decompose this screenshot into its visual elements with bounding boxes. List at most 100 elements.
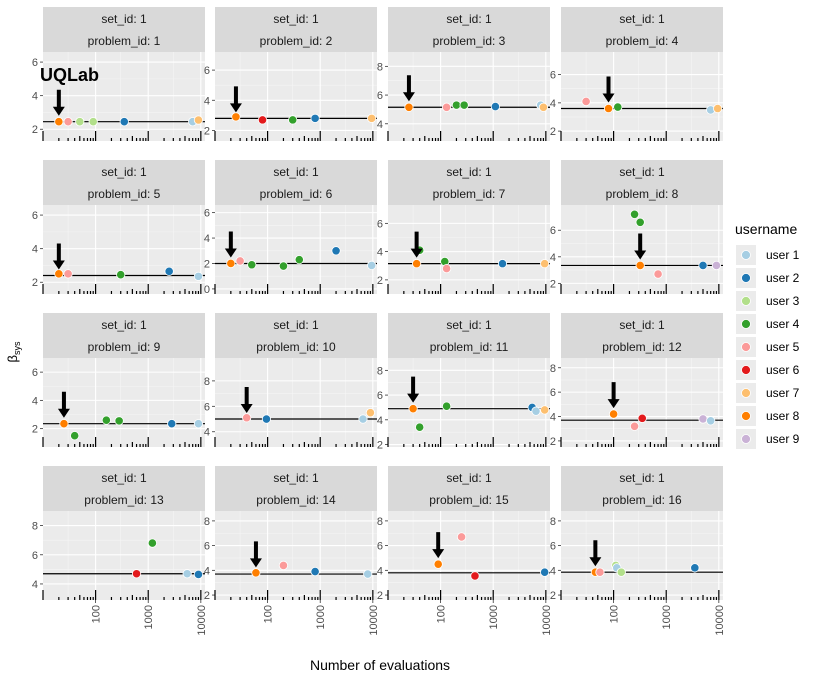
- facet-problem-label: problem_id: 12: [602, 340, 682, 354]
- y-tick-label: 8: [550, 516, 556, 528]
- legend-item: user 6: [736, 360, 800, 380]
- facet-strip: [43, 7, 205, 52]
- facet-problem-label: problem_id: 3: [433, 34, 506, 48]
- y-tick-label: 2: [550, 436, 556, 448]
- data-point: [242, 413, 252, 423]
- y-tick-label: 4: [377, 247, 383, 259]
- y-tick-label: 4: [204, 427, 210, 439]
- best-result-arrow: [52, 243, 65, 270]
- best-result-arrow: [602, 76, 615, 103]
- y-tick-label: 8: [377, 61, 383, 73]
- best-result-arrow: [407, 376, 420, 403]
- data-point: [698, 260, 708, 271]
- plot-background: [215, 205, 377, 294]
- legend-item: user 8: [736, 406, 800, 426]
- best-result-arrow: [249, 541, 262, 568]
- legend-label: user 6: [766, 363, 800, 377]
- x-tick-label: 1000: [661, 605, 673, 629]
- data-point: [433, 559, 443, 569]
- data-point: [358, 414, 368, 424]
- x-tick-label: 1000: [488, 605, 500, 629]
- panel-7: set_id: 1 problem_id: 7 2 4 6: [377, 160, 550, 294]
- data-point: [193, 569, 204, 580]
- data-point: [706, 416, 716, 426]
- y-tick-label: 4: [204, 233, 210, 245]
- legend-marker: [741, 273, 751, 283]
- data-point: [59, 419, 69, 429]
- data-point: [101, 415, 111, 425]
- facet-set-label: set_id: 1: [446, 318, 492, 332]
- data-point: [595, 567, 605, 577]
- y-tick-label: 2: [204, 125, 210, 137]
- facet-problem-label: problem_id: 10: [256, 340, 336, 354]
- facet-problem-label: problem_id: 8: [606, 187, 679, 201]
- y-tick-label: 2: [550, 278, 556, 290]
- data-point: [365, 408, 376, 418]
- y-tick-label: 2: [377, 440, 383, 452]
- facet-set-label: set_id: 1: [273, 318, 319, 332]
- data-point: [540, 259, 550, 269]
- data-point: [653, 269, 663, 279]
- y-tick-label: 2: [204, 258, 210, 270]
- y-tick-label: 8: [204, 376, 210, 388]
- data-point: [131, 569, 142, 579]
- legend-marker: [741, 388, 751, 398]
- data-point: [193, 419, 204, 429]
- data-point: [193, 115, 204, 125]
- y-tick-label: 4: [377, 119, 383, 131]
- legend-item: user 5: [736, 337, 800, 357]
- data-point: [114, 416, 124, 426]
- facet-problem-label: problem_id: 1: [88, 34, 161, 48]
- panel-13: set_id: 1 problem_id: 13 4 6 8 100 1000 10000: [32, 466, 208, 636]
- facet-strip: [215, 160, 377, 205]
- x-axis-title: Number of evaluations: [310, 657, 450, 673]
- y-tick-label: 2: [550, 590, 556, 602]
- facet-set-label: set_id: 1: [101, 12, 147, 26]
- data-point: [459, 100, 469, 110]
- best-result-arrow: [607, 382, 620, 409]
- data-point: [310, 113, 320, 123]
- facet-set-label: set_id: 1: [273, 165, 319, 179]
- y-tick-label: 8: [32, 521, 38, 533]
- best-result-arrow: [52, 89, 65, 116]
- plot-background: [43, 358, 205, 447]
- legend-item: user 9: [736, 429, 800, 449]
- panel-6: set_id: 1 problem_id: 6 0 2 4 6: [204, 160, 377, 296]
- panel-5: set_id: 1 problem_id: 5 2 4 6: [32, 160, 205, 294]
- data-point: [164, 266, 174, 276]
- facet-strip: [388, 466, 550, 511]
- data-point: [231, 112, 241, 122]
- y-tick-label: 2: [32, 277, 38, 289]
- data-point: [404, 102, 414, 112]
- y-tick-label: 2: [377, 590, 383, 602]
- facet-problem-label: problem_id: 9: [88, 340, 161, 354]
- plot-background: [388, 511, 550, 600]
- y-tick-label: 6: [550, 541, 556, 553]
- y-tick-label: 6: [204, 541, 210, 553]
- panel-12: set_id: 1 problem_id: 12 2 4 6 8: [550, 313, 723, 448]
- legend-label: user 9: [766, 432, 800, 446]
- facet-set-label: set_id: 1: [101, 165, 147, 179]
- data-point: [147, 538, 157, 548]
- data-point: [442, 401, 452, 411]
- data-point: [367, 113, 377, 123]
- facet-strip: [43, 160, 205, 205]
- data-point: [497, 259, 508, 269]
- data-point: [294, 255, 304, 265]
- data-point: [609, 409, 619, 419]
- data-point: [363, 569, 373, 579]
- y-tick-label: 4: [550, 252, 556, 264]
- y-tick-label: 6: [377, 541, 383, 553]
- legend-marker: [741, 434, 751, 444]
- data-point: [54, 269, 64, 279]
- facet-problem-label: problem_id: 2: [260, 34, 333, 48]
- data-point: [581, 96, 591, 107]
- x-tick-label: 1000: [143, 605, 155, 629]
- facet-strip: [561, 466, 723, 511]
- plot-background: [561, 52, 723, 141]
- best-result-arrow: [589, 540, 602, 567]
- data-point: [711, 260, 722, 271]
- best-result-arrow: [402, 75, 415, 102]
- data-point: [531, 406, 541, 416]
